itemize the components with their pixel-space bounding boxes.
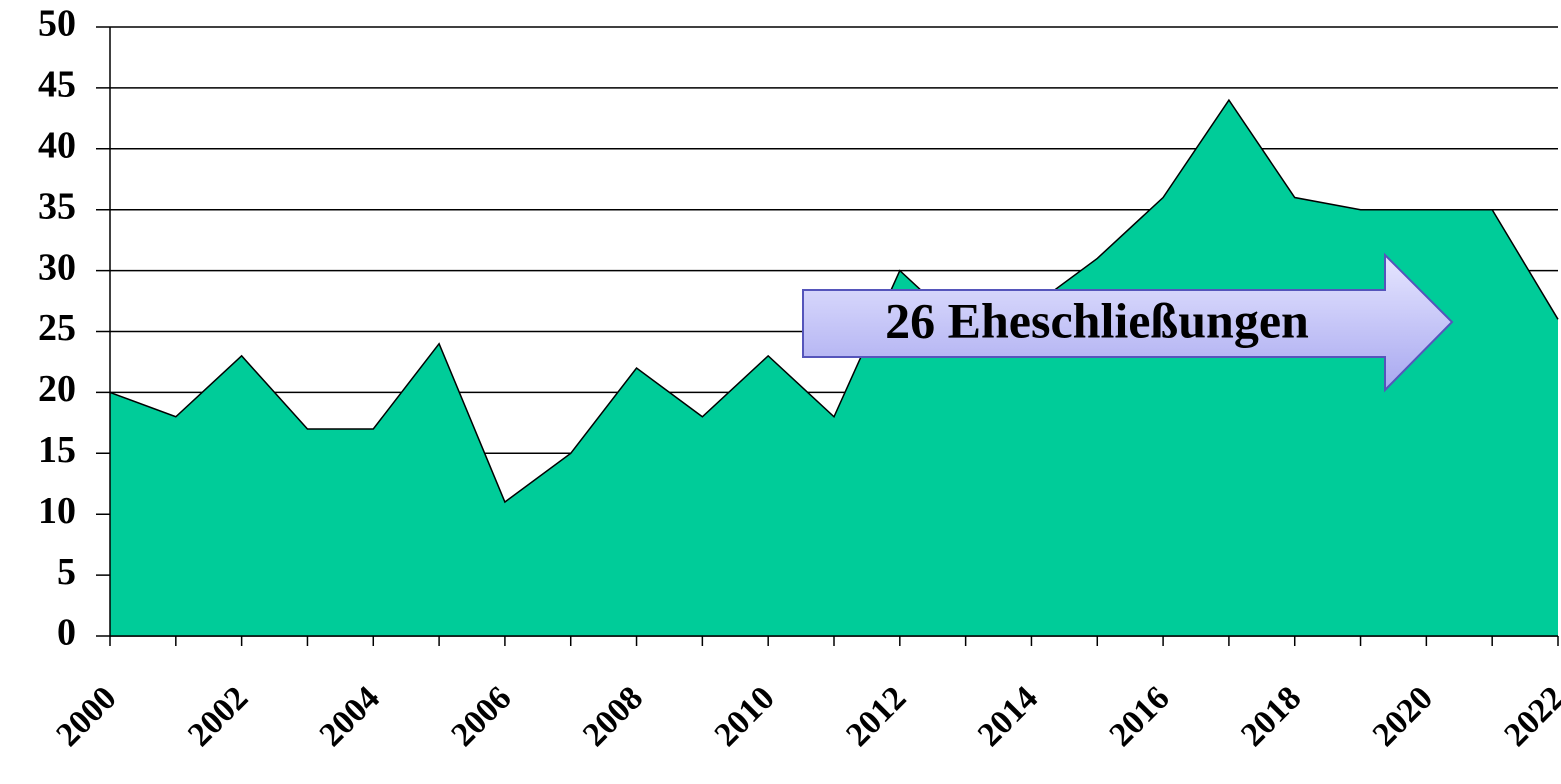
y-tick-label: 25 — [38, 307, 76, 349]
arrow — [802, 252, 1454, 393]
x-tick-label: 2012 — [839, 679, 913, 753]
annotation: 26 Eheschließungen — [885, 292, 1309, 348]
area-line — [109, 98, 1559, 504]
y-tick-label: 20 — [38, 368, 76, 410]
x-tick-label: 2000 — [49, 679, 123, 753]
area — [110, 100, 1558, 636]
y-tick-label: 10 — [38, 490, 76, 532]
x-tick-label: 2020 — [1366, 679, 1440, 753]
y-tick-label: 30 — [38, 246, 76, 288]
y-tick-label: 45 — [38, 64, 76, 106]
x-tick-label: 2006 — [444, 679, 518, 753]
y-tick-label: 50 — [38, 3, 76, 45]
x-tick-label: 2010 — [708, 679, 782, 753]
x-tick-label: 2016 — [1103, 679, 1177, 753]
y-tick-label: 0 — [57, 612, 76, 654]
y-tick-label: 15 — [38, 429, 76, 471]
x-tick-label: 2018 — [1234, 679, 1308, 753]
y-tick-label: 40 — [38, 125, 76, 167]
callout: 26 Eheschließungen — [802, 252, 1454, 393]
y-tick-label: 35 — [38, 185, 76, 227]
y-tick-label: 5 — [57, 551, 76, 593]
x-tick-label: 2014 — [971, 679, 1045, 753]
x-tick-label: 2004 — [313, 679, 387, 753]
x-tick-label: 2008 — [576, 679, 650, 753]
x-tick-label: 2022 — [1497, 679, 1561, 753]
plot — [109, 98, 1559, 636]
x-tick-label: 2002 — [181, 679, 255, 753]
